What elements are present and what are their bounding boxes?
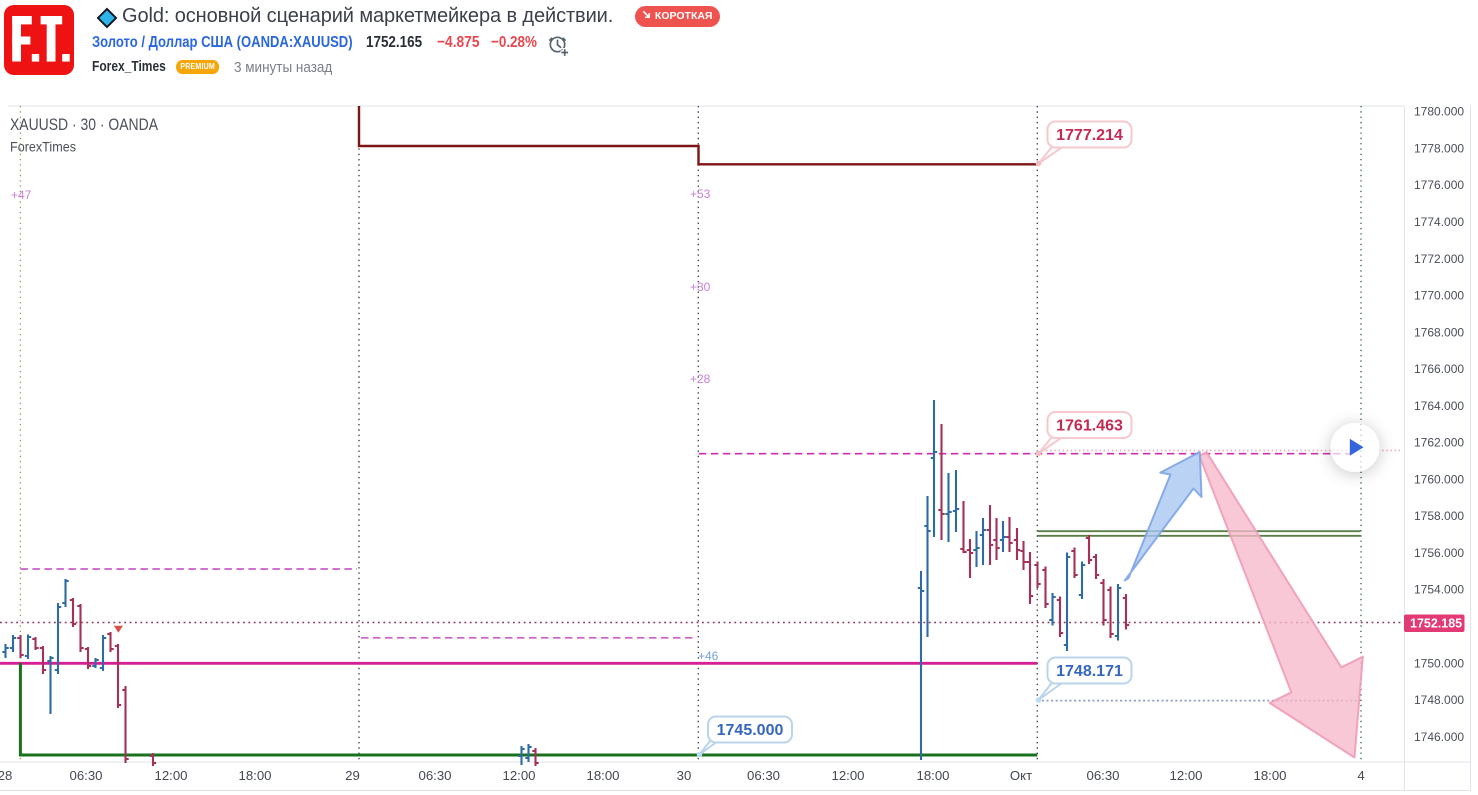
svg-text:1778.000: 1778.000 bbox=[1414, 142, 1464, 156]
svg-text:12:00: 12:00 bbox=[831, 768, 864, 783]
svg-text:12:00: 12:00 bbox=[154, 768, 187, 783]
svg-text:+53: +53 bbox=[690, 187, 711, 201]
svg-text:1776.000: 1776.000 bbox=[1414, 178, 1464, 192]
svg-text:1770.000: 1770.000 bbox=[1414, 289, 1464, 303]
svg-text:1748.000: 1748.000 bbox=[1414, 693, 1464, 707]
svg-text:06:30: 06:30 bbox=[69, 768, 102, 783]
svg-text:Окт: Окт bbox=[1010, 768, 1032, 783]
svg-text:28: 28 bbox=[0, 768, 12, 783]
svg-text:06:30: 06:30 bbox=[747, 768, 780, 783]
svg-text:1758.000: 1758.000 bbox=[1414, 509, 1464, 523]
svg-text:+46: +46 bbox=[698, 649, 719, 663]
svg-text:1777.214: 1777.214 bbox=[1056, 127, 1123, 144]
svg-text:+30: +30 bbox=[690, 280, 711, 294]
svg-text:XAUUSD · 30 · OANDA: XAUUSD · 30 · OANDA bbox=[10, 115, 159, 134]
svg-text:1780.000: 1780.000 bbox=[1414, 105, 1464, 119]
svg-text:1774.000: 1774.000 bbox=[1414, 215, 1464, 229]
svg-text:29: 29 bbox=[345, 768, 360, 783]
svg-text:1761.463: 1761.463 bbox=[1056, 418, 1123, 435]
svg-text:+28: +28 bbox=[690, 372, 711, 386]
svg-text:12:00: 12:00 bbox=[1169, 768, 1202, 783]
svg-text:12:00: 12:00 bbox=[502, 768, 535, 783]
svg-text:4: 4 bbox=[1357, 768, 1364, 783]
svg-text:06:30: 06:30 bbox=[1086, 768, 1119, 783]
svg-text:1762.000: 1762.000 bbox=[1414, 436, 1464, 450]
svg-text:18:00: 18:00 bbox=[916, 768, 949, 783]
svg-text:1748.171: 1748.171 bbox=[1056, 663, 1123, 680]
svg-text:ForexTimes: ForexTimes bbox=[10, 139, 76, 155]
svg-text:06:30: 06:30 bbox=[418, 768, 451, 783]
svg-text:1745.000: 1745.000 bbox=[717, 722, 784, 739]
svg-text:1746.000: 1746.000 bbox=[1414, 730, 1464, 744]
svg-text:18:00: 18:00 bbox=[238, 768, 271, 783]
svg-text:18:00: 18:00 bbox=[586, 768, 619, 783]
svg-text:1750.000: 1750.000 bbox=[1414, 656, 1464, 670]
svg-text:18:00: 18:00 bbox=[1253, 768, 1286, 783]
svg-text:+47: +47 bbox=[11, 188, 32, 202]
svg-text:1766.000: 1766.000 bbox=[1414, 362, 1464, 376]
svg-text:1752.185: 1752.185 bbox=[1410, 617, 1462, 631]
svg-text:1756.000: 1756.000 bbox=[1414, 546, 1464, 560]
svg-text:1754.000: 1754.000 bbox=[1414, 583, 1464, 597]
svg-text:1768.000: 1768.000 bbox=[1414, 325, 1464, 339]
svg-text:1772.000: 1772.000 bbox=[1414, 252, 1464, 266]
svg-text:30: 30 bbox=[677, 768, 692, 783]
svg-text:1764.000: 1764.000 bbox=[1414, 399, 1464, 413]
svg-text:1760.000: 1760.000 bbox=[1414, 472, 1464, 486]
